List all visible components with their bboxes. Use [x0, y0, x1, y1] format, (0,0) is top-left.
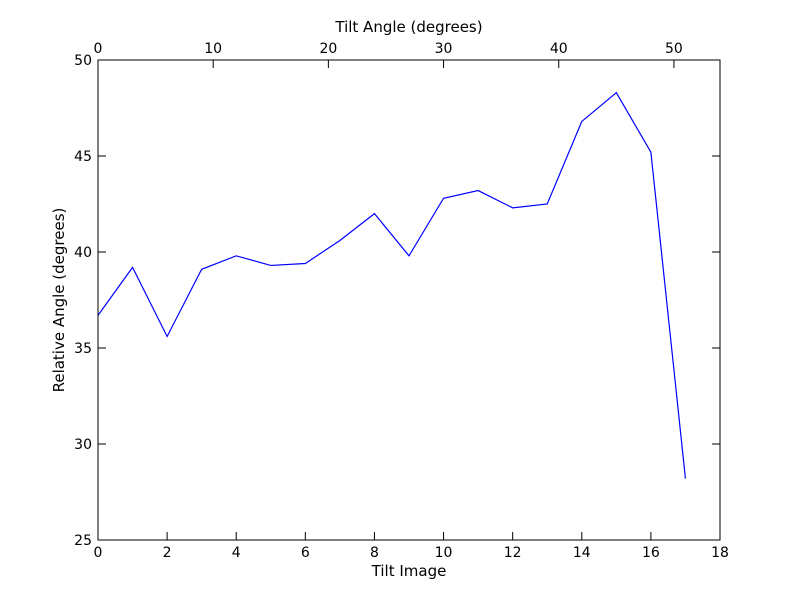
top-x-axis-label: Tilt Angle (degrees)	[334, 18, 482, 36]
data-point	[580, 120, 583, 123]
tick-labels: 0 2 4 6 8 10 12 14 16 18 0 10 20 30 40 50 25 30 35 40 45 50	[74, 41, 729, 561]
data-point	[511, 206, 514, 209]
x-tick-label: 16	[642, 545, 660, 561]
y-tick-label: 25	[74, 533, 92, 549]
y-tick-label: 45	[74, 149, 92, 165]
data-point	[338, 239, 341, 242]
data-point	[684, 477, 687, 480]
x-tick-label: 4	[232, 545, 241, 561]
x-axis-label: Tilt Image	[371, 562, 447, 580]
data-point	[269, 264, 272, 267]
top-x-tick-label: 30	[435, 41, 453, 57]
data-point	[615, 91, 618, 94]
data-point	[408, 254, 411, 257]
top-x-tick-label: 40	[550, 41, 568, 57]
x-tick-label: 14	[573, 545, 591, 561]
series-line	[97, 91, 687, 479]
x-tick-label: 8	[370, 545, 379, 561]
x-tick-label: 0	[94, 545, 103, 561]
data-point	[131, 266, 134, 269]
data-point	[166, 335, 169, 338]
series-layer	[97, 91, 687, 480]
data-point	[304, 262, 307, 265]
top-x-tick-label: 20	[319, 41, 337, 57]
top-x-tick-label: 50	[665, 41, 683, 57]
x-tick-label: 2	[163, 545, 172, 561]
plot-frame	[97, 59, 721, 541]
y-tick-label: 30	[74, 437, 92, 453]
top-x-tick-label: 10	[204, 41, 222, 57]
y-tick-label: 40	[74, 245, 92, 261]
y-axis-label: Relative Angle (degrees)	[50, 208, 68, 393]
data-point	[373, 212, 376, 215]
x-tick-label: 18	[711, 545, 729, 561]
data-point	[546, 203, 549, 206]
plot-area	[98, 60, 720, 540]
x-tick-label: 6	[301, 545, 310, 561]
y-tick-label: 50	[74, 53, 92, 69]
y-tick-label: 35	[74, 341, 92, 357]
data-point	[477, 189, 480, 192]
data-point	[442, 197, 445, 200]
x-tick-label: 12	[504, 545, 522, 561]
top-x-tick-label: 0	[94, 41, 103, 57]
x-tick-label: 10	[435, 545, 453, 561]
data-point	[235, 254, 238, 257]
data-point	[649, 151, 652, 154]
data-point	[200, 268, 203, 271]
